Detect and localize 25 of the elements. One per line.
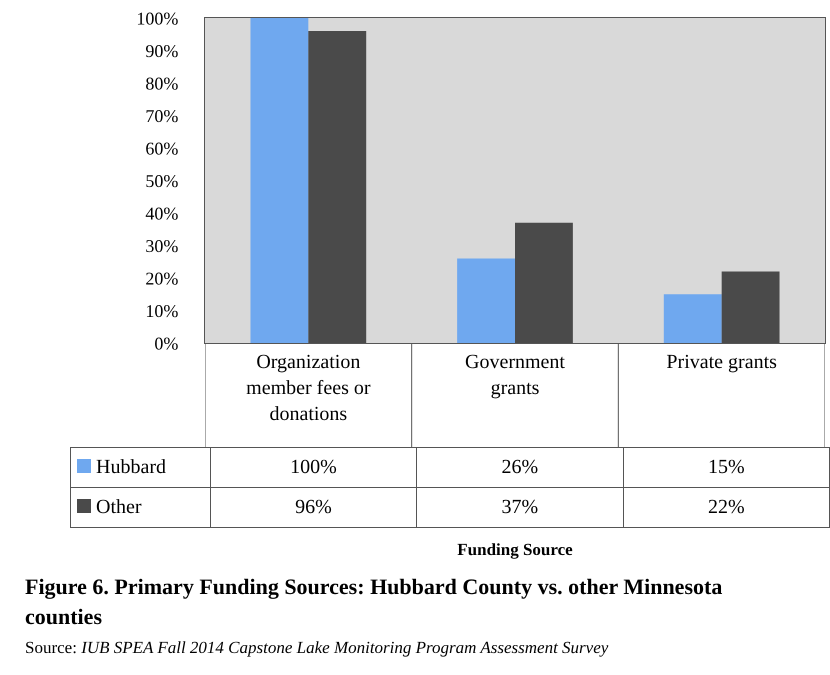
y-tick-label: 10% xyxy=(145,300,178,321)
legend-label: Other xyxy=(70,488,210,528)
y-tick-label: 90% xyxy=(145,40,178,61)
legend-label: Hubbard xyxy=(70,448,210,488)
text: Funding Source xyxy=(456,540,574,560)
y-tick-label: 50% xyxy=(145,170,178,191)
y-tick-label: 60% xyxy=(145,138,178,158)
data-label: 100% xyxy=(210,448,417,488)
source-note: Source: IUB SPEA Fall 2014 Capstone Lake Monitoring Program Assessment Survey xyxy=(25,638,608,658)
data-label: 22% xyxy=(623,488,830,528)
x-tick-label: Organization member fees or donations xyxy=(246,351,371,425)
data-label: 96% xyxy=(210,488,417,528)
y-tick-label: 100% xyxy=(136,8,178,28)
y-tick-label: 0% xyxy=(154,333,178,354)
y-tick-label: 70% xyxy=(145,106,178,126)
x-tick-label: Government grants xyxy=(465,351,566,399)
y-tick-label: 80% xyxy=(145,73,178,94)
y-tick-label: 20% xyxy=(145,268,178,288)
y-tick-label: 40% xyxy=(145,203,178,224)
y-tick-label: 30% xyxy=(145,236,178,256)
data-label: 15% xyxy=(623,448,830,488)
data-label: 26% xyxy=(416,448,624,488)
x-tick-label: Private grants xyxy=(666,351,778,373)
text: Figure 6. Primary Funding Sources: Hubbard County vs. other Minnesota counties xyxy=(25,573,724,631)
data-label: 37% xyxy=(416,488,624,528)
